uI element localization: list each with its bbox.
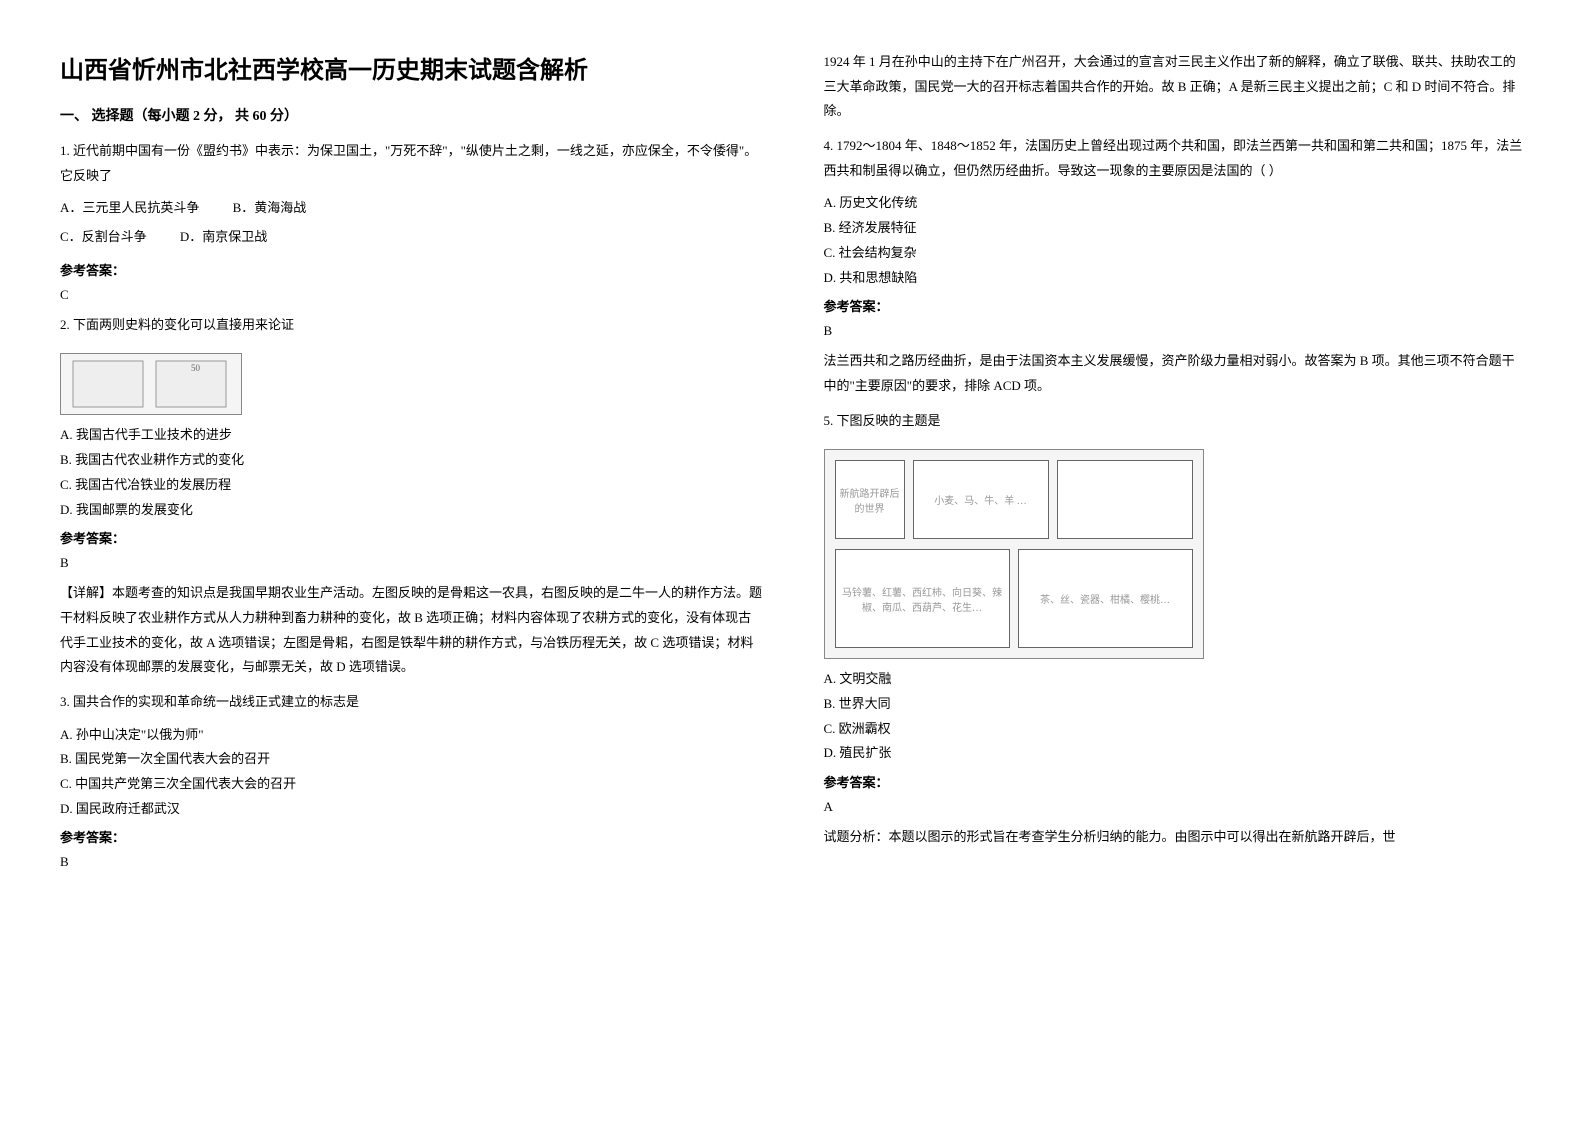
q1-answer: C [60, 287, 764, 303]
q3-explanation: 1924 年 1 月在孙中山的主持下在广州召开，大会通过的宣言对三民主义作出了新… [824, 50, 1528, 124]
q1-optA: A．三元里人民抗英斗争 [60, 196, 199, 221]
q5-explanation: 试题分析：本题以图示的形式旨在考查学生分析归纳的能力。由图示中可以得出在新航路开… [824, 825, 1528, 850]
document-title: 山西省忻州市北社西学校高一历史期末试题含解析 [60, 50, 764, 85]
q5-optD: D. 殖民扩张 [824, 741, 1528, 766]
q5-diagram-top-row: 新航路开辟后的世界 小麦、马、牛、羊 … [835, 460, 1193, 539]
q5-box-europe-goods: 小麦、马、牛、羊 … [913, 460, 1049, 539]
q3-answer-label: 参考答案： [60, 827, 764, 846]
q2-optB: B. 我国古代农业耕作方式的变化 [60, 448, 764, 473]
q1-stem: 1. 近代前期中国有一份《盟约书》中表示：为保卫国土，"万死不辞"，"纵使片土之… [60, 139, 764, 188]
q4-answer-label: 参考答案： [824, 296, 1528, 315]
q4-stem: 4. 1792～1804 年、1848～1852 年，法国历史上曾经出现过两个共… [824, 134, 1528, 183]
q2-stem: 2. 下面两则史料的变化可以直接用来论证 [60, 313, 764, 338]
q2-history-image-icon: 50 [71, 359, 231, 409]
section-header: 一、 选择题（每小题 2 分， 共 60 分） [60, 105, 764, 125]
page-wrapper: 山西省忻州市北社西学校高一历史期末试题含解析 一、 选择题（每小题 2 分， 共… [0, 0, 1587, 1122]
q5-optA: A. 文明交融 [824, 667, 1528, 692]
q4-optC: C. 社会结构复杂 [824, 241, 1528, 266]
q3-optD: D. 国民政府迁都武汉 [60, 797, 764, 822]
q2-answer: B [60, 555, 764, 571]
q5-diagram: 新航路开辟后的世界 小麦、马、牛、羊 … 马铃薯、红薯、西红柿、向日葵、辣椒、南… [824, 449, 1204, 659]
q3-optC: C. 中国共产党第三次全国代表大会的召开 [60, 772, 764, 797]
q1-options-row1: A．三元里人民抗英斗争 B．黄海海战 [60, 196, 764, 221]
q4-explanation: 法兰西共和之路历经曲折，是由于法国资本主义发展缓慢，资产阶级力量相对弱小。故答案… [824, 349, 1528, 398]
q4-optD: D. 共和思想缺陷 [824, 266, 1528, 291]
q3-answer: B [60, 854, 764, 870]
q1-optC: C．反割台斗争 [60, 225, 147, 250]
q4-answer: B [824, 323, 1528, 339]
left-column: 山西省忻州市北社西学校高一历史期末试题含解析 一、 选择题（每小题 2 分， 共… [60, 50, 764, 1072]
q3-optA: A. 孙中山决定"以俄为师" [60, 723, 764, 748]
q5-stem: 5. 下图反映的主题是 [824, 409, 1528, 434]
q5-answer: A [824, 799, 1528, 815]
q1-answer-label: 参考答案： [60, 260, 764, 279]
q4-optA: A. 历史文化传统 [824, 191, 1528, 216]
q5-answer-label: 参考答案： [824, 772, 1528, 791]
q1-optB: B．黄海海战 [233, 196, 307, 221]
q3-optB: B. 国民党第一次全国代表大会的召开 [60, 747, 764, 772]
q2-optD: D. 我国邮票的发展变化 [60, 498, 764, 523]
q5-box-blank1 [1057, 460, 1193, 539]
q5-box-title: 新航路开辟后的世界 [835, 460, 905, 539]
right-column: 1924 年 1 月在孙中山的主持下在广州召开，大会通过的宣言对三民主义作出了新… [824, 50, 1528, 1072]
q4-optB: B. 经济发展特征 [824, 216, 1528, 241]
q5-optC: C. 欧洲霸权 [824, 717, 1528, 742]
q2-answer-label: 参考答案： [60, 528, 764, 547]
q5-box-asia-goods: 茶、丝、瓷器、柑橘、樱桃… [1018, 549, 1193, 648]
q2-optA: A. 我国古代手工业技术的进步 [60, 423, 764, 448]
q3-stem: 3. 国共合作的实现和革命统一战线正式建立的标志是 [60, 690, 764, 715]
q5-diagram-bottom-row: 马铃薯、红薯、西红柿、向日葵、辣椒、南瓜、西葫芦、花生… 茶、丝、瓷器、柑橘、樱… [835, 549, 1193, 648]
q2-image-placeholder: 50 [60, 353, 242, 415]
q5-box-americas-goods: 马铃薯、红薯、西红柿、向日葵、辣椒、南瓜、西葫芦、花生… [835, 549, 1010, 648]
q2-optC: C. 我国古代冶铁业的发展历程 [60, 473, 764, 498]
q1-optD: D．南京保卫战 [180, 225, 267, 250]
q2-explanation: 【详解】本题考查的知识点是我国早期农业生产活动。左图反映的是骨耜这一农具，右图反… [60, 581, 764, 680]
svg-text:50: 50 [191, 363, 201, 373]
q1-options-row2: C．反割台斗争 D．南京保卫战 [60, 225, 764, 250]
q5-optB: B. 世界大同 [824, 692, 1528, 717]
